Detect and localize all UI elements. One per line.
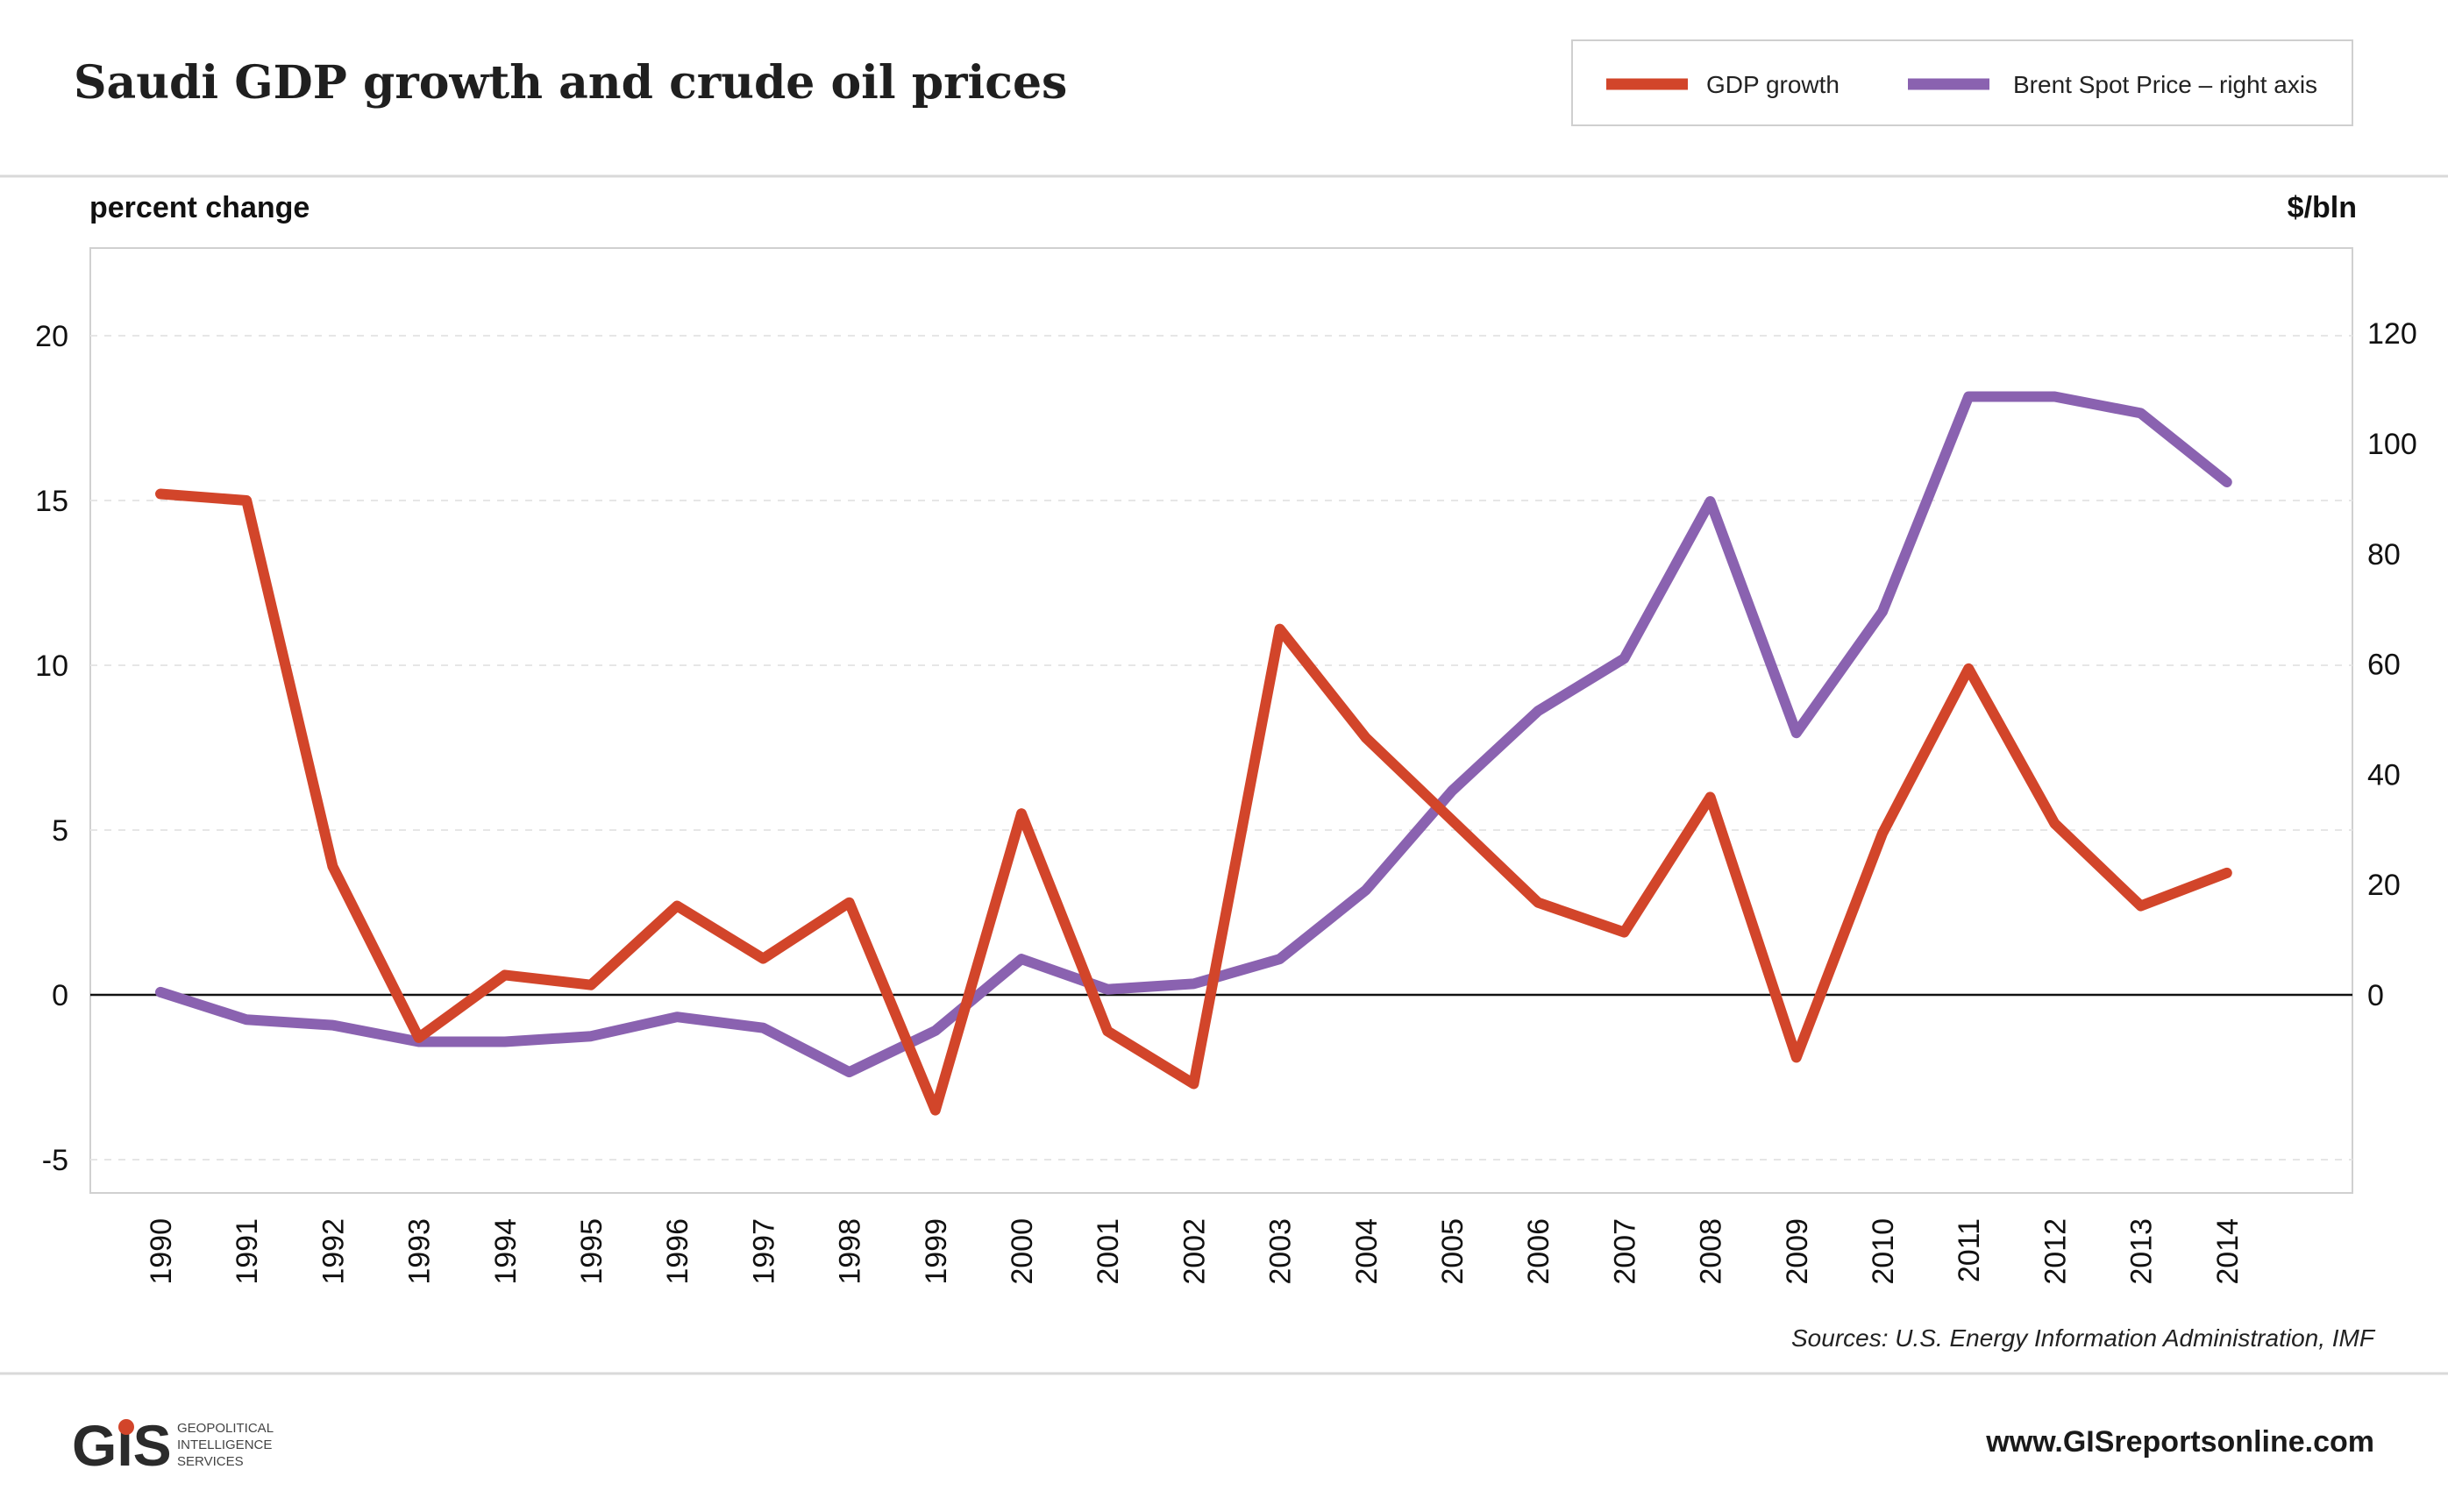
- x-tick-label: 2002: [1178, 1218, 1211, 1285]
- series-line-brent-price: [155, 391, 2232, 1078]
- gridlines: [90, 335, 2352, 1161]
- x-tick-label: 2014: [2211, 1218, 2245, 1285]
- x-axis-ticks: 1990 1991 1992 1993 1994 1995 1996 1997 1998 1999…: [145, 1218, 2245, 1285]
- x-tick-label: 2009: [1781, 1218, 1814, 1285]
- right-axis-ticks: 0 20 40 60 80 100 120: [2367, 317, 2417, 1012]
- right-tick-label: 80: [2367, 538, 2401, 571]
- left-tick-label: 20: [35, 320, 68, 353]
- left-axis-title: percent change: [89, 191, 310, 224]
- gis-logo-sub-2: INTELLIGENCE: [177, 1437, 272, 1452]
- legend: GDP growth Brent Spot Price – right axis: [1571, 39, 2353, 126]
- legend-label-gdp: GDP growth: [1706, 71, 1840, 98]
- gis-logo-sub-3: SERVICES: [177, 1454, 244, 1469]
- gis-logo: GIS GEOPOLITICAL INTELLIGENCE SERVICES: [72, 1413, 274, 1478]
- x-tick-label: 2013: [2125, 1218, 2159, 1285]
- right-tick-label: 60: [2367, 649, 2401, 682]
- gis-logo-dot-icon: [118, 1419, 134, 1435]
- right-tick-label: 20: [2367, 869, 2401, 902]
- right-tick-label: 120: [2367, 317, 2417, 351]
- x-tick-label: 1991: [231, 1218, 264, 1285]
- x-tick-label: 2008: [1695, 1218, 1728, 1285]
- left-tick-label: 10: [35, 650, 68, 683]
- x-tick-label: 2000: [1006, 1218, 1039, 1285]
- website-text[interactable]: www.GISreportsonline.com: [1985, 1425, 2374, 1459]
- x-tick-label: 1996: [661, 1218, 694, 1285]
- x-tick-label: 2010: [1867, 1218, 1900, 1285]
- plot-frame: [89, 247, 2353, 1194]
- legend-label-brent: Brent Spot Price – right axis: [2013, 71, 2317, 98]
- source-note: Sources: U.S. Energy Information Adminis…: [1791, 1324, 2376, 1352]
- left-axis-ticks: -5 0 5 10 15 20: [35, 320, 68, 1177]
- left-tick-label: -5: [42, 1144, 68, 1177]
- x-tick-label: 1995: [575, 1218, 608, 1285]
- x-tick-label: 2004: [1350, 1218, 1384, 1285]
- right-axis-title: $/bln: [2288, 191, 2357, 224]
- x-tick-label: 2006: [1522, 1218, 1555, 1285]
- chart-title: Saudi GDP growth and crude oil prices: [74, 56, 1067, 110]
- x-tick-label: 2005: [1436, 1218, 1470, 1285]
- right-tick-label: 100: [2367, 428, 2417, 461]
- x-tick-label: 1993: [403, 1218, 437, 1285]
- x-tick-label: 2001: [1092, 1218, 1125, 1285]
- x-tick-label: 2003: [1264, 1218, 1298, 1285]
- gis-logo-sub-1: GEOPOLITICAL: [177, 1421, 274, 1436]
- left-tick-label: 0: [52, 979, 68, 1012]
- series-line-gdp-growth: [155, 488, 2232, 1116]
- x-tick-label: 1990: [145, 1218, 178, 1285]
- x-tick-label: 1992: [317, 1218, 350, 1285]
- x-tick-label: 1998: [834, 1218, 867, 1285]
- left-tick-label: 15: [35, 485, 68, 518]
- right-tick-label: 40: [2367, 758, 2401, 791]
- x-tick-label: 1999: [920, 1218, 953, 1285]
- right-tick-label: 0: [2367, 979, 2384, 1012]
- series: [155, 391, 2232, 1116]
- website-link[interactable]: www.GISreportsonline.com: [1985, 1425, 2374, 1459]
- x-tick-label: 1997: [747, 1218, 780, 1285]
- x-tick-label: 2007: [1608, 1218, 1641, 1285]
- x-tick-label: 1994: [489, 1218, 523, 1285]
- x-tick-label: 2011: [1953, 1218, 1986, 1282]
- left-tick-label: 5: [52, 814, 68, 848]
- x-tick-label: 2012: [2039, 1218, 2072, 1285]
